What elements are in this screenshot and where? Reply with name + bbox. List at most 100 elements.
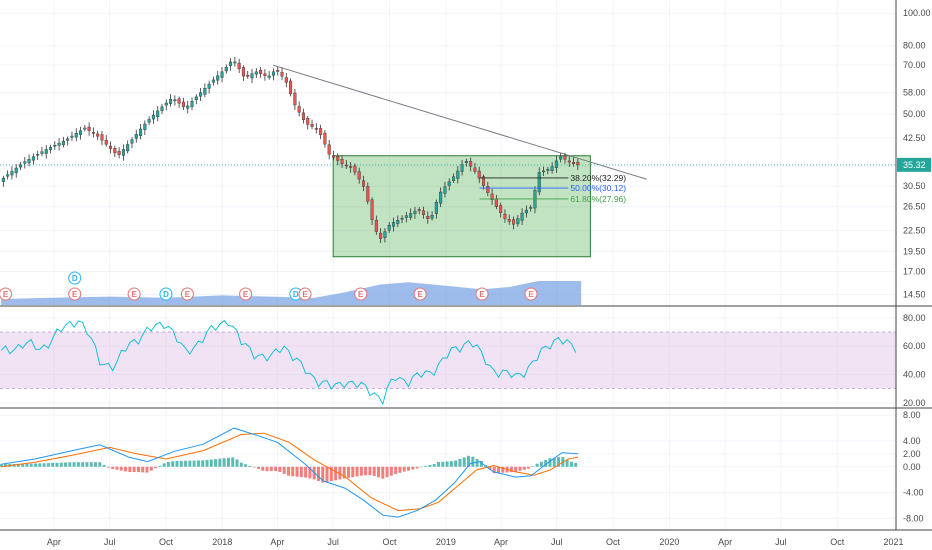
candle[interactable] (208, 84, 211, 88)
candle[interactable] (371, 200, 374, 220)
candle[interactable] (294, 93, 297, 105)
candle[interactable] (486, 186, 489, 192)
candle[interactable] (45, 149, 48, 153)
candle[interactable] (204, 88, 207, 94)
candle[interactable] (324, 133, 327, 144)
candle[interactable] (182, 102, 185, 107)
candle[interactable] (71, 136, 74, 137)
candle[interactable] (152, 115, 155, 119)
candle[interactable] (259, 70, 262, 74)
candle[interactable] (426, 216, 429, 218)
candle[interactable] (465, 161, 468, 162)
candle[interactable] (11, 171, 14, 175)
candle[interactable] (169, 99, 172, 103)
candle[interactable] (559, 157, 562, 160)
candle[interactable] (272, 72, 275, 76)
candle[interactable] (41, 152, 44, 154)
candle[interactable] (328, 145, 331, 154)
candle[interactable] (126, 144, 129, 150)
candle[interactable] (495, 199, 498, 207)
candle[interactable] (105, 140, 108, 144)
candle[interactable] (568, 161, 571, 162)
candle[interactable] (529, 207, 532, 208)
candle[interactable] (499, 205, 502, 212)
candle[interactable] (315, 128, 318, 129)
candle[interactable] (538, 172, 541, 192)
candle[interactable] (504, 214, 507, 218)
candle[interactable] (75, 133, 78, 137)
candle[interactable] (83, 128, 86, 129)
candle[interactable] (358, 172, 361, 179)
candle[interactable] (448, 182, 451, 186)
candle[interactable] (118, 151, 121, 154)
candle[interactable] (521, 213, 524, 220)
candle[interactable] (525, 210, 528, 213)
candle[interactable] (92, 132, 95, 133)
candle[interactable] (234, 62, 237, 63)
candle[interactable] (6, 175, 9, 177)
candle[interactable] (516, 219, 519, 224)
candle[interactable] (311, 124, 314, 126)
candle[interactable] (572, 162, 575, 164)
candle[interactable] (36, 154, 39, 155)
candle[interactable] (577, 162, 580, 165)
candle[interactable] (341, 159, 344, 163)
candle[interactable] (388, 225, 391, 230)
candle[interactable] (186, 106, 189, 108)
candle[interactable] (409, 213, 412, 217)
candle[interactable] (28, 159, 31, 163)
candle[interactable] (469, 161, 472, 166)
candle[interactable] (216, 76, 219, 80)
candle[interactable] (139, 129, 142, 136)
candle[interactable] (195, 97, 198, 100)
candle[interactable] (251, 74, 254, 78)
candle[interactable] (435, 202, 438, 213)
candle[interactable] (15, 168, 18, 173)
candle[interactable] (135, 134, 138, 138)
candle[interactable] (53, 145, 56, 146)
candle[interactable] (379, 233, 382, 238)
candle[interactable] (49, 147, 52, 149)
candle[interactable] (478, 171, 481, 178)
candle[interactable] (88, 127, 91, 131)
candle[interactable] (131, 140, 134, 144)
candle[interactable] (242, 67, 245, 76)
candle[interactable] (452, 177, 455, 181)
candle[interactable] (109, 146, 112, 149)
candle[interactable] (512, 220, 515, 224)
candle[interactable] (191, 101, 194, 107)
candle[interactable] (221, 72, 224, 78)
candle[interactable] (276, 70, 279, 71)
candle[interactable] (199, 93, 202, 97)
candle[interactable] (238, 63, 241, 69)
candle[interactable] (439, 192, 442, 203)
candle[interactable] (542, 171, 545, 172)
candle[interactable] (332, 156, 335, 158)
candle[interactable] (174, 100, 177, 101)
candle[interactable] (96, 134, 99, 136)
candle[interactable] (418, 209, 421, 210)
candle[interactable] (306, 118, 309, 124)
candle[interactable] (32, 157, 35, 161)
candle[interactable] (23, 162, 26, 164)
candle[interactable] (246, 75, 249, 76)
candle[interactable] (345, 165, 348, 166)
candle[interactable] (156, 111, 159, 117)
candle[interactable] (161, 107, 164, 111)
candle[interactable] (422, 211, 425, 215)
candle[interactable] (405, 216, 408, 218)
candle[interactable] (555, 161, 558, 168)
candle[interactable] (144, 124, 147, 130)
candle[interactable] (564, 156, 567, 159)
candle[interactable] (19, 165, 22, 167)
candle[interactable] (225, 67, 228, 71)
candle[interactable] (396, 220, 399, 223)
candle[interactable] (229, 62, 232, 66)
candle[interactable] (508, 219, 511, 221)
candle[interactable] (298, 106, 301, 112)
candle[interactable] (62, 141, 65, 145)
candle[interactable] (2, 178, 5, 182)
candle[interactable] (362, 181, 365, 187)
candle[interactable] (354, 166, 357, 172)
